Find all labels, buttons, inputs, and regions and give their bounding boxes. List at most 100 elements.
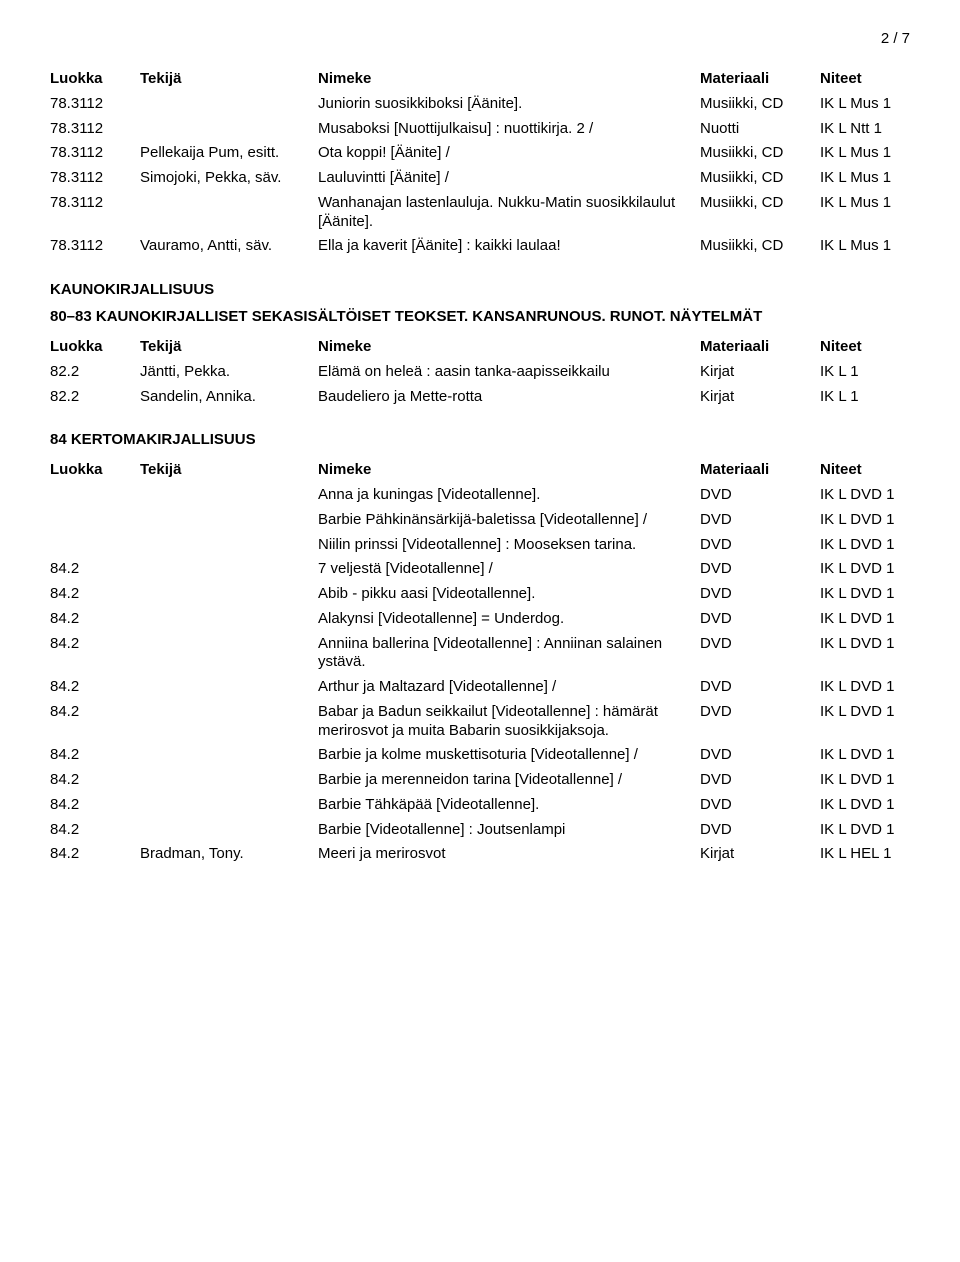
- cell-c2: [140, 746, 318, 765]
- cell-c5: IK L DVD 1: [820, 511, 910, 530]
- header-nimeke: Nimeke: [318, 70, 700, 89]
- document-page: 2 / 7 Luokka Tekijä Nimeke Materiaali Ni…: [0, 0, 960, 1262]
- header-materiaali: Materiaali: [700, 70, 820, 89]
- table-row: 84.2 Babar ja Badun seikkailut [Videotall…: [50, 700, 910, 744]
- table-row: 84.27 veljestä [Videotallenne] /DVDIK L …: [50, 557, 910, 582]
- table-row: 82.2Sandelin, Annika.Baudeliero ja Mette…: [50, 385, 910, 410]
- cell-c1: 84.2: [50, 771, 140, 790]
- table-row: 84.2 Anniina ballerina [Videotallenne] : …: [50, 632, 910, 676]
- table-row: 82.2Jäntti, Pekka.Elämä on heleä : aasin…: [50, 360, 910, 385]
- cell-c4: Musiikki, CD: [700, 144, 820, 163]
- header-nimeke: Nimeke: [318, 338, 700, 357]
- section-84-title: 84 KERTOMAKIRJALLISUUS: [50, 431, 910, 448]
- table-row: 78.3112Simojoki, Pekka, säv.Lauluvintti …: [50, 166, 910, 191]
- table-row: 84.2Arthur ja Maltazard [Videotallenne] …: [50, 675, 910, 700]
- cell-c4: Musiikki, CD: [700, 169, 820, 188]
- cell-c2: [140, 610, 318, 629]
- cell-c5: IK L Mus 1: [820, 194, 910, 232]
- header-row-84: Luokka Tekijä Nimeke Materiaali Niteet: [50, 458, 910, 483]
- header-niteet: Niteet: [820, 461, 910, 480]
- table-row: Barbie Pähkinänsärkijä-baletissa [Videot…: [50, 508, 910, 533]
- cell-c1: 78.3112: [50, 194, 140, 232]
- cell-c3: Barbie Pähkinänsärkijä-baletissa [Videot…: [318, 511, 700, 530]
- cell-c2: [140, 703, 318, 741]
- header-materiaali: Materiaali: [700, 338, 820, 357]
- cell-c2: Jäntti, Pekka.: [140, 363, 318, 382]
- cell-c1: 84.2: [50, 821, 140, 840]
- cell-c3: Anniina ballerina [Videotallenne] : Anni…: [318, 635, 700, 673]
- cell-c2: [140, 194, 318, 232]
- table-row: 84.2Barbie Tähkäpää [Videotallenne].DVDI…: [50, 793, 910, 818]
- cell-c1: 84.2: [50, 703, 140, 741]
- cell-c1: 84.2: [50, 585, 140, 604]
- cell-c1: 78.3112: [50, 120, 140, 139]
- table-row: 78.3112Juniorin suosikkiboksi [Äänite].M…: [50, 92, 910, 117]
- page-number: 2 / 7: [50, 30, 910, 47]
- cell-c2: Bradman, Tony.: [140, 845, 318, 864]
- table-row: 84.2 Barbie [Videotallenne] : Joutsenlamp…: [50, 818, 910, 843]
- cell-c5: IK L Mus 1: [820, 144, 910, 163]
- header-tekija: Tekijä: [140, 70, 318, 89]
- cell-c5: IK L DVD 1: [820, 610, 910, 629]
- table-row: 84.2Bradman, Tony.Meeri ja merirosvotKir…: [50, 842, 910, 867]
- cell-c3: Niilin prinssi [Videotallenne] : Mooseks…: [318, 536, 700, 555]
- cell-c5: IK L HEL 1: [820, 845, 910, 864]
- header-luokka: Luokka: [50, 338, 140, 357]
- cell-c4: DVD: [700, 703, 820, 741]
- cell-c2: Simojoki, Pekka, säv.: [140, 169, 318, 188]
- section-80-title: 80–83 KAUNOKIRJALLISET SEKASISÄLTÖISET T…: [50, 308, 910, 325]
- table-row: 84.2 Alakynsi [Videotallenne] = Underdog.…: [50, 607, 910, 632]
- table-row: 84.2Barbie ja kolme muskettisoturia [Vid…: [50, 743, 910, 768]
- cell-c3: Musaboksi [Nuottijulkaisu] : nuottikirja…: [318, 120, 700, 139]
- table-row: 78.3112Wanhanajan lastenlauluja. Nukku-M…: [50, 191, 910, 235]
- cell-c2: [140, 821, 318, 840]
- cell-c3: Barbie ja kolme muskettisoturia [Videota…: [318, 746, 700, 765]
- cell-c1: 84.2: [50, 610, 140, 629]
- cell-c5: IK L DVD 1: [820, 796, 910, 815]
- cell-c4: DVD: [700, 821, 820, 840]
- cell-c5: IK L DVD 1: [820, 585, 910, 604]
- kauno-section-title: KAUNOKIRJALLISUUS: [50, 281, 910, 298]
- cell-c1: 84.2: [50, 796, 140, 815]
- cell-c4: DVD: [700, 746, 820, 765]
- cell-c3: Lauluvintti [Äänite] /: [318, 169, 700, 188]
- cell-c5: IK L DVD 1: [820, 486, 910, 505]
- table-row: 78.3112Vauramo, Antti, säv.Ella ja kaver…: [50, 234, 910, 259]
- cell-c5: IK L Mus 1: [820, 169, 910, 188]
- header-row-80: Luokka Tekijä Nimeke Materiaali Niteet: [50, 335, 910, 360]
- cell-c3: Meeri ja merirosvot: [318, 845, 700, 864]
- cell-c3: Ota koppi! [Äänite] /: [318, 144, 700, 163]
- cell-c2: Vauramo, Antti, säv.: [140, 237, 318, 256]
- cell-c5: IK L Mus 1: [820, 237, 910, 256]
- cell-c3: Barbie ja merenneidon tarina [Videotalle…: [318, 771, 700, 790]
- cell-c3: Anna ja kuningas [Videotallenne].: [318, 486, 700, 505]
- table-row: 78.3112Pellekaija Pum, esitt.Ota koppi! …: [50, 141, 910, 166]
- cell-c1: 78.3112: [50, 237, 140, 256]
- cell-c4: Musiikki, CD: [700, 95, 820, 114]
- cell-c4: DVD: [700, 536, 820, 555]
- cell-c5: IK L DVD 1: [820, 703, 910, 741]
- table-row: Anna ja kuningas [Videotallenne].DVDIK L…: [50, 483, 910, 508]
- header-tekija: Tekijä: [140, 461, 318, 480]
- header-niteet: Niteet: [820, 70, 910, 89]
- cell-c4: Kirjat: [700, 363, 820, 382]
- cell-c3: Alakynsi [Videotallenne] = Underdog.: [318, 610, 700, 629]
- cell-c3: Babar ja Badun seikkailut [Videotallenne…: [318, 703, 700, 741]
- cell-c5: IK L Ntt 1: [820, 120, 910, 139]
- cell-c4: Musiikki, CD: [700, 237, 820, 256]
- cell-c1: [50, 536, 140, 555]
- cell-c5: IK L DVD 1: [820, 771, 910, 790]
- cell-c1: 82.2: [50, 363, 140, 382]
- cell-c4: DVD: [700, 585, 820, 604]
- table-row: 84.2Abib - pikku aasi [Videotallenne].DV…: [50, 582, 910, 607]
- header-row: Luokka Tekijä Nimeke Materiaali Niteet: [50, 67, 910, 92]
- cell-c3: Barbie [Videotallenne] : Joutsenlampi: [318, 821, 700, 840]
- cell-c1: 84.2: [50, 678, 140, 697]
- cell-c1: 78.3112: [50, 169, 140, 188]
- cell-c2: Sandelin, Annika.: [140, 388, 318, 407]
- header-nimeke: Nimeke: [318, 461, 700, 480]
- cell-c4: DVD: [700, 610, 820, 629]
- cell-c1: 84.2: [50, 635, 140, 673]
- cell-c4: DVD: [700, 511, 820, 530]
- table-row: Niilin prinssi [Videotallenne] : Mooseks…: [50, 533, 910, 558]
